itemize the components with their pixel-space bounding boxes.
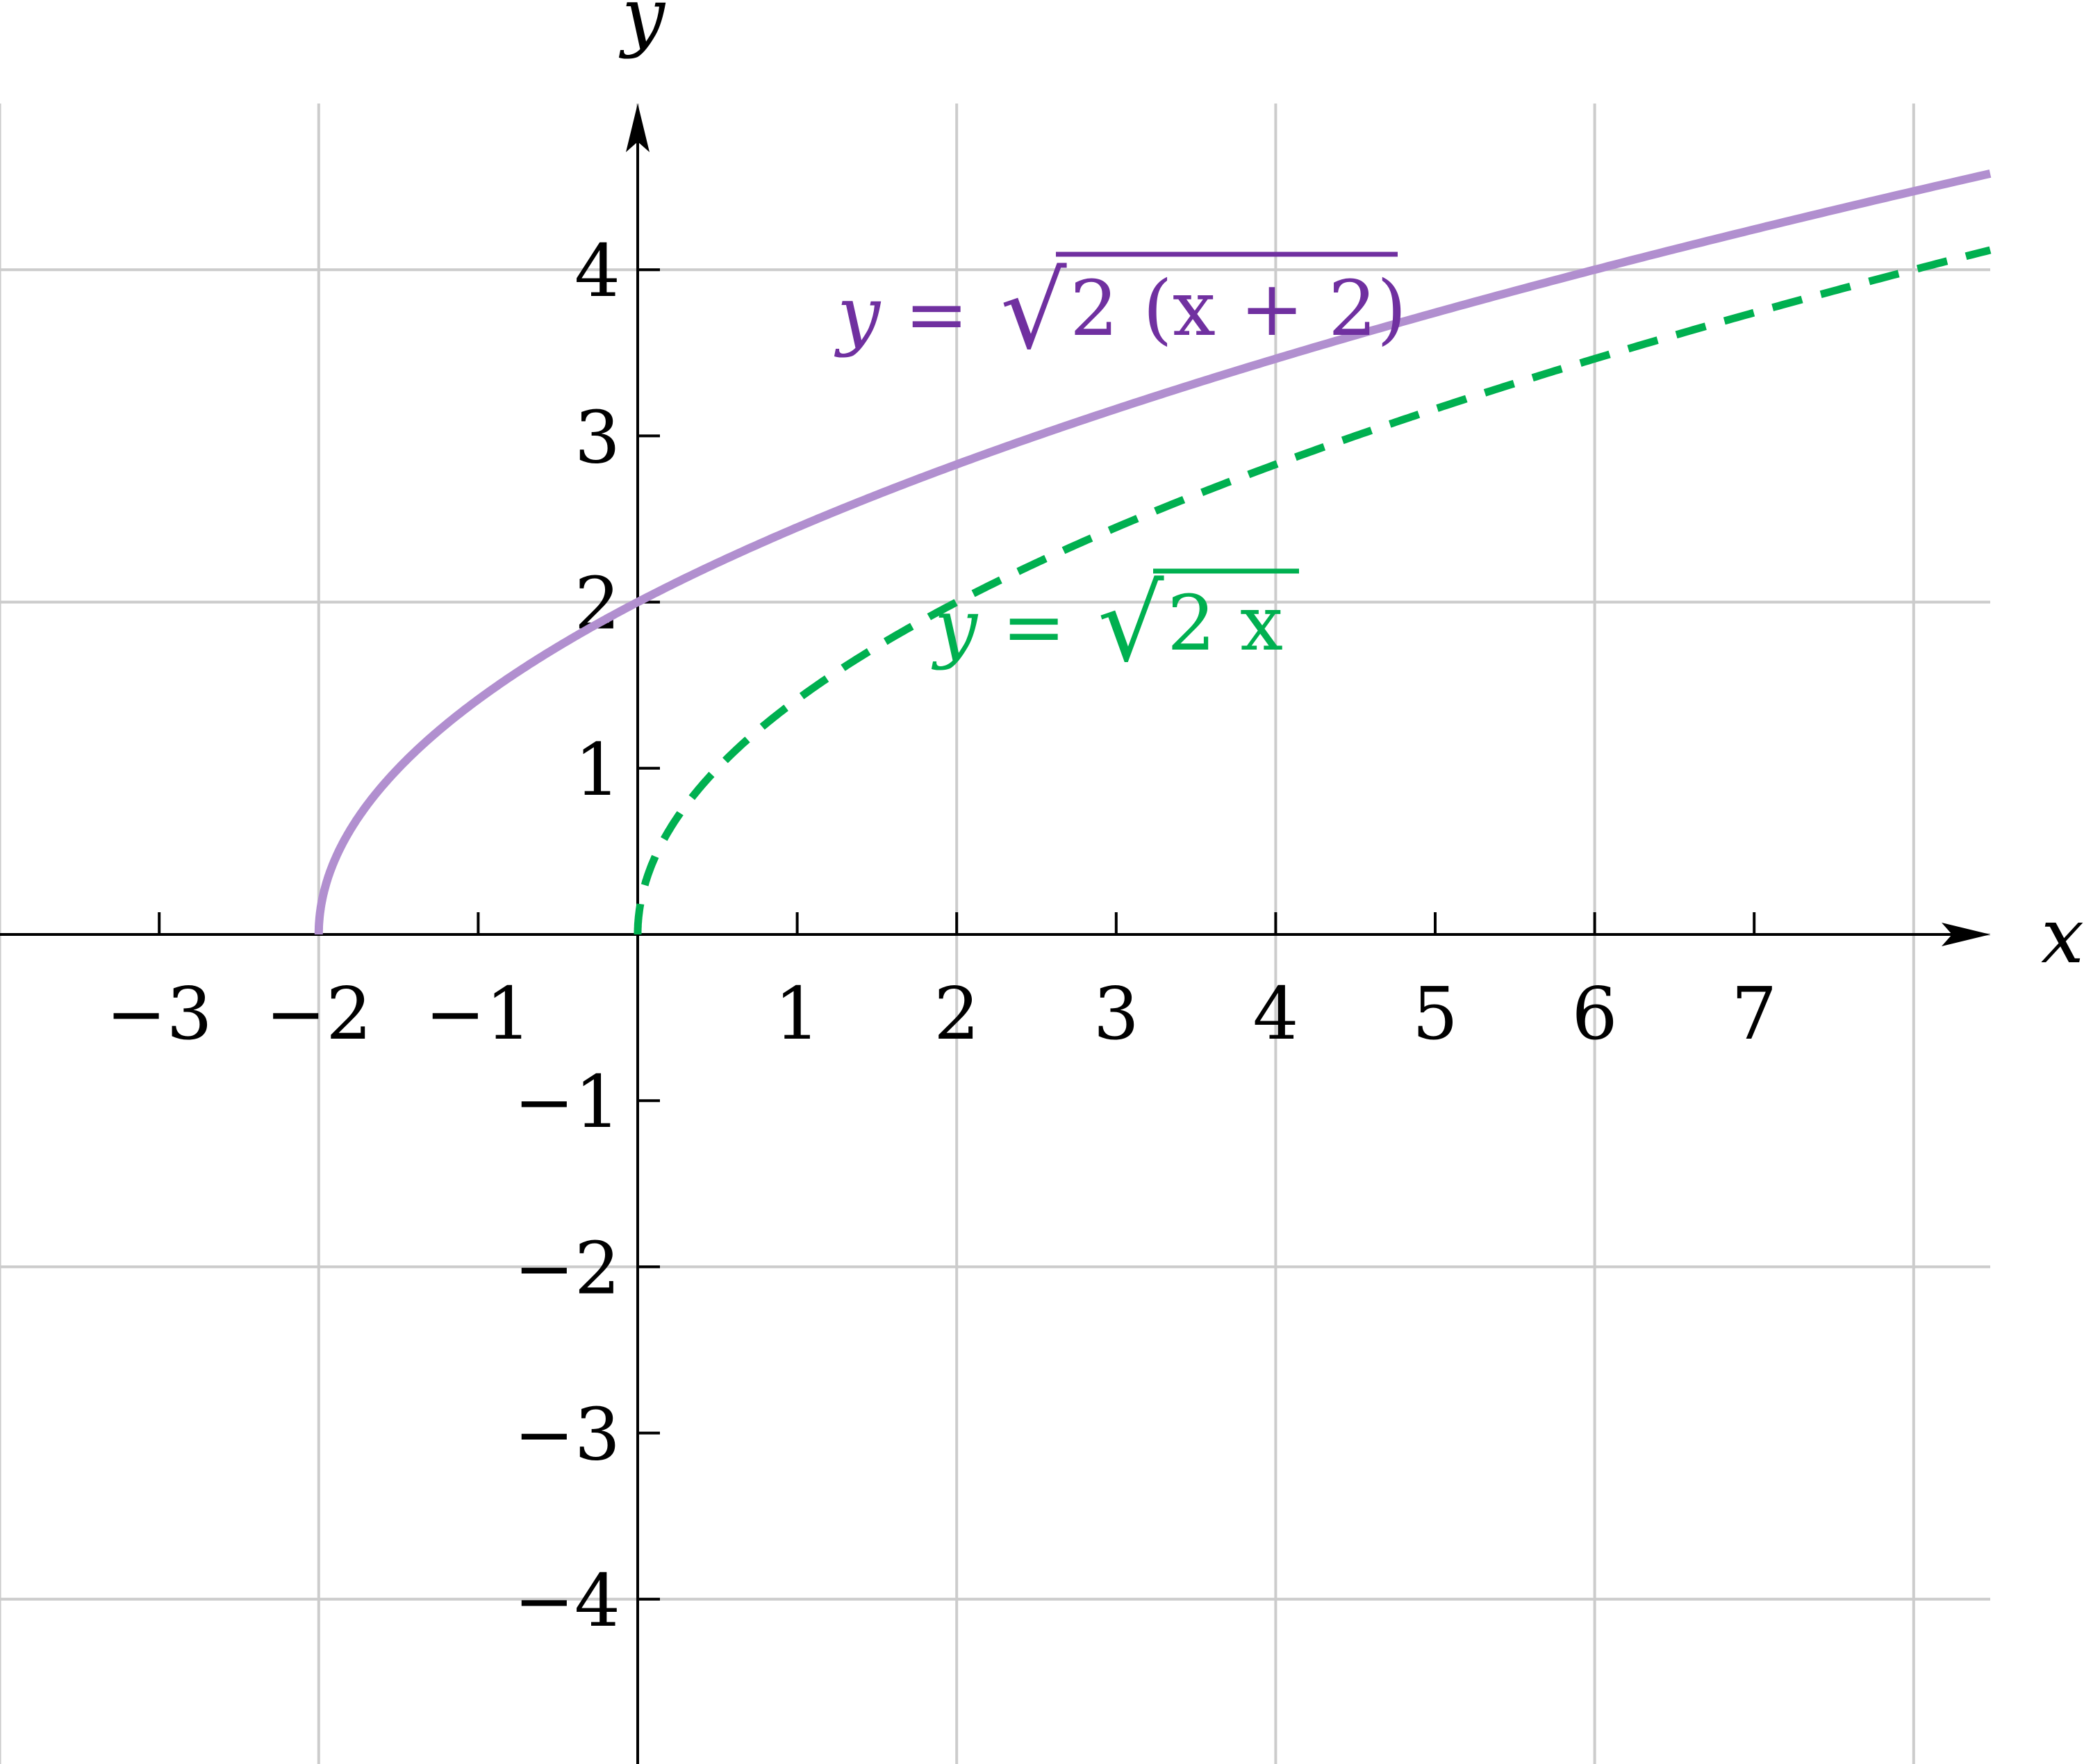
y-tick-label: −3 bbox=[514, 1392, 620, 1477]
x-tick-label: −3 bbox=[106, 971, 213, 1056]
x-tick-label: 2 bbox=[934, 971, 979, 1056]
x-tick-label: 3 bbox=[1093, 971, 1139, 1056]
x-axis-label: x bbox=[2041, 891, 2084, 980]
x-tick-label: 1 bbox=[775, 971, 820, 1056]
series-line-shifted-sqrt bbox=[314, 170, 1992, 934]
purple-label-prefix: y = bbox=[834, 270, 968, 358]
x-tick-label: −2 bbox=[265, 971, 372, 1056]
curves bbox=[314, 170, 1992, 934]
y-tick-label: −4 bbox=[514, 1558, 620, 1643]
x-axis-arrow-icon bbox=[1942, 923, 1991, 946]
green-label-prefix: y = bbox=[931, 582, 1066, 671]
green-curve-label: y = √ 2 x bbox=[931, 564, 1299, 685]
sqrt-icon: √ bbox=[1098, 564, 1164, 685]
sqrt-icon: √ bbox=[1000, 252, 1067, 372]
x-tick-label: 4 bbox=[1252, 971, 1298, 1056]
y-tick-label: 1 bbox=[574, 727, 620, 812]
y-tick-label: 4 bbox=[574, 229, 620, 313]
y-axis-label: y bbox=[618, 0, 666, 60]
y-axis-arrow-icon bbox=[626, 104, 650, 152]
x-tick-label: −1 bbox=[425, 971, 531, 1056]
purple-curve-label: y = √ 2 (x + 2) bbox=[834, 252, 1407, 372]
purple-label-radicand: 2 (x + 2) bbox=[1070, 264, 1407, 353]
y-tick-label: 3 bbox=[574, 395, 620, 479]
y-tick-label: −2 bbox=[514, 1226, 620, 1310]
x-tick-label: 7 bbox=[1731, 971, 1777, 1056]
series-line-sqrt bbox=[634, 246, 1992, 934]
y-tick-label: −1 bbox=[514, 1060, 620, 1144]
x-tick-label: 5 bbox=[1412, 971, 1458, 1056]
green-label-radicand: 2 x bbox=[1167, 579, 1283, 668]
x-tick-label: 6 bbox=[1572, 971, 1618, 1056]
axes bbox=[0, 104, 1991, 1764]
